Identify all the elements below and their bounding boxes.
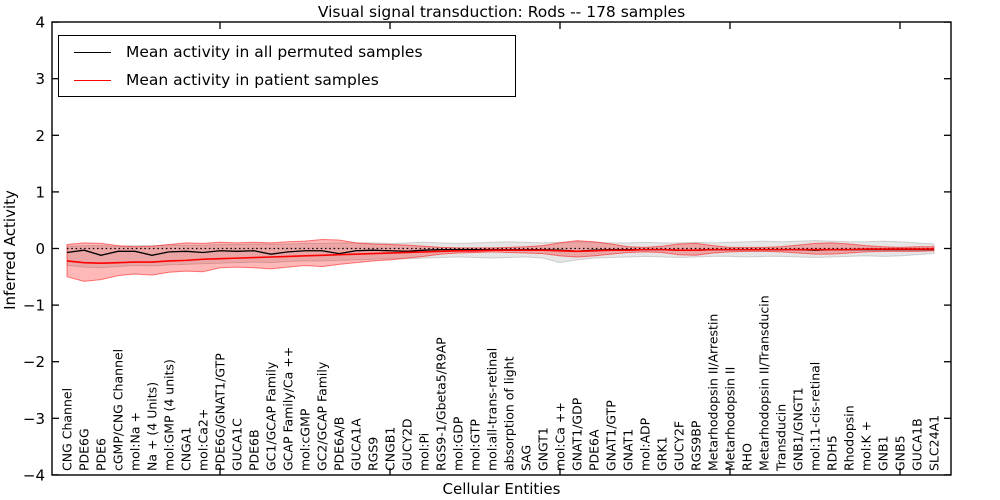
entity-label: GNB5 [892,435,907,471]
entity-label: CNG Channel [59,388,74,471]
entity-label: RHO [739,443,754,471]
entity-label: Metarhodopsin II/Transducin [756,295,771,471]
entity-label: mol:Pi [416,433,431,471]
y-tick-label: −2 [23,353,45,371]
y-tick-label: −3 [23,410,45,428]
entity-label: mol:ADP [637,417,652,471]
entity-label: GUCA1B [909,418,924,471]
entity-label: PDE6A/B [331,417,346,471]
entity-label: GUCA1C [229,418,244,471]
entity-label: mol:Na + [127,412,142,471]
y-axis-label: Inferred Activity [1,190,19,310]
x-axis-label: Cellular Entities [442,480,561,498]
entity-label: GRK1 [654,436,669,471]
legend-line-red-icon [74,79,111,81]
entity-label: Metarhodopsin II [722,367,737,471]
entity-label: Na + (4 Units) [144,382,159,471]
entity-label: RDH5 [824,435,839,471]
entity-label: PDE6G/GNAT1/GTP [212,353,227,471]
entity-label: mol:Ca ++ [552,402,567,471]
entity-label: PDE6A [586,429,601,471]
legend-item-patient: Mean activity in patient samples [59,71,515,89]
patient-mean-line [66,248,934,265]
entity-label: RGS9 [365,437,380,471]
entity-label: RGS9BP [688,420,703,471]
entity-label: GUCY2F [671,421,686,471]
entity-label: GC2/GCAP Family [314,361,329,471]
entity-label: mol:all-trans-retinal [484,348,499,471]
legend-label-patient: Mean activity in patient samples [126,71,379,89]
entity-label: mol:GDP [450,416,465,471]
y-tick-label: 0 [35,240,45,258]
plot-title: Visual signal transduction: Rods -- 178 … [317,3,686,21]
legend-item-permuted: Mean activity in all permuted samples [59,43,515,61]
y-tick-label: −4 [23,466,45,484]
entity-label: CNGB1 [382,427,397,471]
y-tick-label: 4 [35,14,45,32]
entity-label: Rhodopsin [841,405,856,471]
legend-line-black-icon [74,51,111,53]
entity-label: mol:GTP [467,419,482,471]
entity-label: GCAP Family/Ca ++ [280,347,295,471]
entity-label: GC1/GCAP Family [263,361,278,471]
y-tick-label: 2 [35,127,45,145]
entity-label: GNAT1/GDP [569,397,584,471]
entity-label: GUCY2D [399,418,414,471]
entity-label: GNB1 [875,435,890,471]
entity-label: mol:Ca2+ [195,409,210,471]
entity-label: Metarhodopsin II/Arrestin [705,314,720,471]
legend: Mean activity in all permuted samples Me… [58,35,516,97]
entity-label: absorption of light [501,356,516,471]
entity-label: PDE6B [246,429,261,471]
legend-label-permuted: Mean activity in all permuted samples [126,43,423,61]
entity-label: PDE6G [76,428,91,471]
entity-label: Transducin [773,404,788,472]
entity-label: mol:cGMP [297,408,312,471]
entity-label: GNB1/GNGT1 [790,387,805,471]
entity-label: cGMP/CNG Channel [110,349,125,471]
entity-label: GUCA1A [348,418,363,471]
entity-label: GNGT1 [535,427,550,471]
entity-label: GNAT1/GTP [603,400,618,471]
entity-label: SAG [518,445,533,471]
entity-label: mol:11-cis-retinal [807,362,822,471]
entity-label: mol:GMP (4 units) [161,359,176,471]
y-tick-label: 1 [35,183,45,201]
y-tick-label: 3 [35,70,45,88]
entity-label: CNGA1 [178,427,193,471]
entity-label: mol:K + [858,421,873,471]
entity-label: RGS9-1/Gbeta5/R9AP [433,337,448,471]
entity-label: GNAT1 [620,429,635,471]
y-tick-label: −1 [23,297,45,315]
entity-label: SLC24A1 [926,415,941,471]
entity-label: PDE6 [93,438,108,471]
